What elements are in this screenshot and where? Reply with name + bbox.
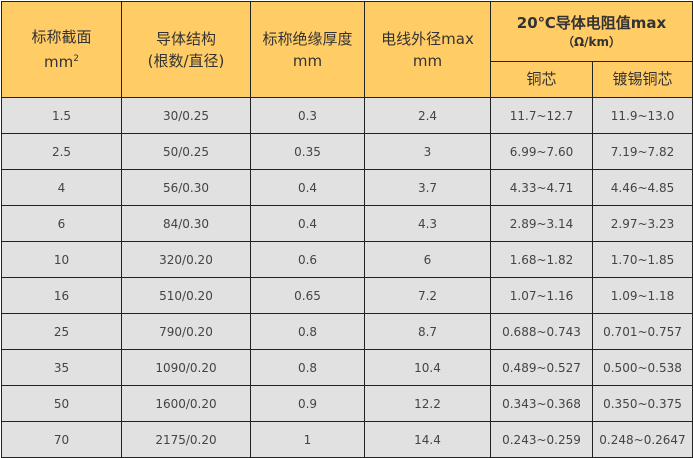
header-cross-section: 标称截面 mm2 bbox=[1, 1, 122, 98]
cell-resistance-copper: 2.89~3.14 bbox=[490, 205, 593, 242]
cell-insulation-thickness: 0.6 bbox=[250, 241, 365, 278]
cell-insulation-thickness: 0.3 bbox=[250, 97, 365, 134]
cell-outer-diameter: 2.4 bbox=[364, 97, 491, 134]
cell-conductor-structure: 510/0.20 bbox=[121, 277, 251, 314]
cell-resistance-tinned-copper: 0.500~0.538 bbox=[592, 349, 693, 386]
cell-outer-diameter: 4.3 bbox=[364, 205, 491, 242]
cell-outer-diameter: 12.2 bbox=[364, 385, 491, 422]
cell-resistance-tinned-copper: 1.70~1.85 bbox=[592, 241, 693, 278]
cell-conductor-structure: 320/0.20 bbox=[121, 241, 251, 278]
cell-conductor-structure: 56/0.30 bbox=[121, 169, 251, 206]
header-copper: 铜芯 bbox=[490, 60, 593, 99]
cell-resistance-tinned-copper: 0.248~0.2647 bbox=[592, 421, 693, 458]
cell-resistance-tinned-copper: 0.701~0.757 bbox=[592, 313, 693, 350]
table-row: 6 84/0.30 0.4 4.3 2.89~3.14 2.97~3.23 bbox=[1, 205, 693, 242]
header-label: 导体结构 bbox=[155, 29, 216, 48]
cell-conductor-structure: 50/0.25 bbox=[121, 133, 251, 170]
cell-conductor-structure: 2175/0.20 bbox=[121, 421, 251, 458]
cell-cross-section: 1.5 bbox=[1, 97, 122, 134]
header-label: 电线外径max bbox=[381, 29, 474, 48]
header-label: 20℃导体电阻值max bbox=[516, 14, 667, 33]
cell-outer-diameter: 3 bbox=[364, 133, 491, 170]
cell-resistance-copper: 6.99~7.60 bbox=[490, 133, 593, 170]
cell-resistance-copper: 0.243~0.259 bbox=[490, 421, 593, 458]
header-insulation-thickness: 标称绝缘厚度 mm bbox=[250, 1, 365, 98]
header-unit: （Ω/km） bbox=[561, 35, 622, 50]
table-row: 10 320/0.20 0.6 6 1.68~1.82 1.70~1.85 bbox=[1, 241, 693, 278]
cell-resistance-tinned-copper: 11.9~13.0 bbox=[592, 97, 693, 134]
cell-cross-section: 4 bbox=[1, 169, 122, 206]
cell-resistance-copper: 1.68~1.82 bbox=[490, 241, 593, 278]
table-row: 4 56/0.30 0.4 3.7 4.33~4.71 4.46~4.85 bbox=[1, 169, 693, 206]
cell-conductor-structure: 84/0.30 bbox=[121, 205, 251, 242]
cell-insulation-thickness: 0.8 bbox=[250, 349, 365, 386]
cell-insulation-thickness: 0.4 bbox=[250, 169, 365, 206]
table-row: 35 1090/0.20 0.8 10.4 0.489~0.527 0.500~0.538 bbox=[1, 349, 693, 386]
cell-resistance-copper: 0.688~0.743 bbox=[490, 313, 593, 350]
cell-cross-section: 50 bbox=[1, 385, 122, 422]
cell-resistance-tinned-copper: 4.46~4.85 bbox=[592, 169, 693, 206]
cell-resistance-tinned-copper: 2.97~3.23 bbox=[592, 205, 693, 242]
table-row: 2.5 50/0.25 0.35 3 6.99~7.60 7.19~7.82 bbox=[1, 133, 693, 170]
table-row: 25 790/0.20 0.8 8.7 0.688~0.743 0.701~0.757 bbox=[1, 313, 693, 350]
cell-insulation-thickness: 1 bbox=[250, 421, 365, 458]
table-row: 16 510/0.20 0.65 7.2 1.07~1.16 1.09~1.18 bbox=[1, 277, 693, 314]
header-sub-label: (根数/直径) bbox=[147, 51, 225, 70]
cell-cross-section: 70 bbox=[1, 421, 122, 458]
cell-outer-diameter: 14.4 bbox=[364, 421, 491, 458]
cell-insulation-thickness: 0.8 bbox=[250, 313, 365, 350]
cell-insulation-thickness: 0.35 bbox=[250, 133, 365, 170]
cell-cross-section: 6 bbox=[1, 205, 122, 242]
header-unit: mm bbox=[44, 53, 74, 71]
table-row: 70 2175/0.20 1 14.4 0.243~0.259 0.248~0.2647 bbox=[1, 421, 693, 458]
cell-cross-section: 25 bbox=[1, 313, 122, 350]
header-unit-superscript: 2 bbox=[73, 54, 79, 64]
header-conductor-structure: 导体结构 (根数/直径) bbox=[121, 1, 251, 98]
cell-insulation-thickness: 0.9 bbox=[250, 385, 365, 422]
cell-outer-diameter: 8.7 bbox=[364, 313, 491, 350]
cell-resistance-tinned-copper: 0.350~0.375 bbox=[592, 385, 693, 422]
header-outer-diameter: 电线外径max mm bbox=[364, 1, 491, 98]
cell-resistance-copper: 0.489~0.527 bbox=[490, 349, 593, 386]
cell-outer-diameter: 10.4 bbox=[364, 349, 491, 386]
cell-cross-section: 10 bbox=[1, 241, 122, 278]
cell-conductor-structure: 790/0.20 bbox=[121, 313, 251, 350]
cell-conductor-structure: 30/0.25 bbox=[121, 97, 251, 134]
cell-resistance-tinned-copper: 7.19~7.82 bbox=[592, 133, 693, 170]
header-resistance: 20℃导体电阻值max （Ω/km） bbox=[490, 1, 693, 62]
cell-resistance-tinned-copper: 1.09~1.18 bbox=[592, 277, 693, 314]
cell-insulation-thickness: 0.4 bbox=[250, 205, 365, 242]
cell-conductor-structure: 1090/0.20 bbox=[121, 349, 251, 386]
header-label: 标称绝缘厚度 bbox=[262, 29, 353, 48]
cell-cross-section: 16 bbox=[1, 277, 122, 314]
header-label: 标称截面 bbox=[31, 28, 92, 46]
cell-resistance-copper: 1.07~1.16 bbox=[490, 277, 593, 314]
cell-outer-diameter: 3.7 bbox=[364, 169, 491, 206]
cell-resistance-copper: 0.343~0.368 bbox=[490, 385, 593, 422]
table-row: 1.5 30/0.25 0.3 2.4 11.7~12.7 11.9~13.0 bbox=[1, 97, 693, 134]
cell-resistance-copper: 11.7~12.7 bbox=[490, 97, 593, 134]
cell-outer-diameter: 6 bbox=[364, 241, 491, 278]
table-row: 50 1600/0.20 0.9 12.2 0.343~0.368 0.350~0.375 bbox=[1, 385, 693, 422]
cell-cross-section: 35 bbox=[1, 349, 122, 386]
cell-outer-diameter: 7.2 bbox=[364, 277, 491, 314]
header-tinned-copper: 镀锡铜芯 bbox=[592, 60, 693, 99]
header-unit: mm bbox=[412, 51, 443, 70]
cell-conductor-structure: 1600/0.20 bbox=[121, 385, 251, 422]
cell-insulation-thickness: 0.65 bbox=[250, 277, 365, 314]
cell-resistance-copper: 4.33~4.71 bbox=[490, 169, 593, 206]
header-unit: mm bbox=[292, 51, 323, 70]
cell-cross-section: 2.5 bbox=[1, 133, 122, 170]
